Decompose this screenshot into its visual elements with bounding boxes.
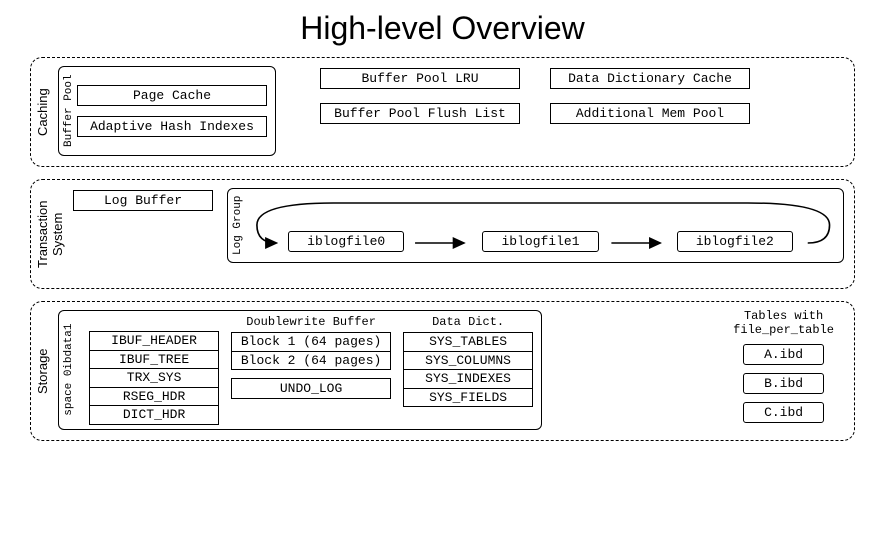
space0-label: space 0 ibdata1	[61, 315, 77, 425]
doublewrite-col: Doublewrite Buffer Block 1 (64 pages) Bl…	[231, 315, 391, 425]
data-dict-col: Data Dict. SYS_TABLES SYS_COLUMNS SYS_IN…	[403, 315, 533, 425]
section-label-storage: Storage	[31, 302, 58, 440]
section-label-transaction: Transaction System	[31, 180, 73, 288]
section-storage: Storage space 0 ibdata1 IBUF_HEADER IBUF…	[30, 301, 855, 441]
fpt-title: Tables with file_per_table	[733, 310, 834, 338]
system-pages-col: IBUF_HEADER IBUF_TREE TRX_SYS RSEG_HDR D…	[89, 315, 219, 425]
dd-sys-columns: SYS_COLUMNS	[403, 352, 533, 371]
fpt-a-ibd: A.ibd	[743, 344, 824, 365]
dw-block-1: Block 1 (64 pages)	[231, 332, 391, 352]
additional-mem-pool-box: Additional Mem Pool	[550, 103, 750, 124]
buffer-pool-group: Buffer Pool Page Cache Adaptive Hash Ind…	[58, 66, 276, 156]
dd-sys-indexes: SYS_INDEXES	[403, 370, 533, 389]
fpt-c-ibd: C.ibd	[743, 402, 824, 423]
buffer-pool-flush-box: Buffer Pool Flush List	[320, 103, 520, 124]
sys-rseg-hdr: RSEG_HDR	[89, 388, 219, 407]
log-file-1: iblogfile1	[482, 231, 598, 252]
dd-sys-tables: SYS_TABLES	[403, 332, 533, 352]
file-per-table-col: Tables with file_per_table A.ibd B.ibd C…	[733, 310, 844, 423]
space0-group: space 0 ibdata1 IBUF_HEADER IBUF_TREE TR…	[58, 310, 542, 430]
log-group-label: Log Group	[230, 193, 246, 258]
section-label-caching: Caching	[31, 58, 58, 166]
sys-ibuf-header: IBUF_HEADER	[89, 331, 219, 351]
dd-sys-fields: SYS_FIELDS	[403, 389, 533, 408]
log-group: Log Group iblogfile0 iblogfile1 iblogfil…	[227, 188, 844, 263]
section-caching: Caching Buffer Pool Page Cache Adaptive …	[30, 57, 855, 167]
buffer-pool-label: Buffer Pool	[61, 73, 77, 149]
data-dict-title: Data Dict.	[432, 315, 504, 329]
doublewrite-title: Doublewrite Buffer	[246, 315, 376, 329]
fpt-b-ibd: B.ibd	[743, 373, 824, 394]
section-transaction: Transaction System Log Buffer Log Group …	[30, 179, 855, 289]
adaptive-hash-box: Adaptive Hash Indexes	[77, 116, 267, 137]
sys-dict-hdr: DICT_HDR	[89, 406, 219, 425]
dw-block-2: Block 2 (64 pages)	[231, 352, 391, 371]
page-cache-box: Page Cache	[77, 85, 267, 106]
undo-log-box: UNDO_LOG	[231, 378, 391, 399]
buffer-pool-lru-box: Buffer Pool LRU	[320, 68, 520, 89]
log-file-2: iblogfile2	[677, 231, 793, 252]
log-file-0: iblogfile0	[288, 231, 404, 252]
data-dict-cache-box: Data Dictionary Cache	[550, 68, 750, 89]
sys-ibuf-tree: IBUF_TREE	[89, 351, 219, 370]
sys-trx-sys: TRX_SYS	[89, 369, 219, 388]
log-buffer-box: Log Buffer	[73, 190, 213, 211]
diagram-title: High-level Overview	[30, 10, 855, 47]
